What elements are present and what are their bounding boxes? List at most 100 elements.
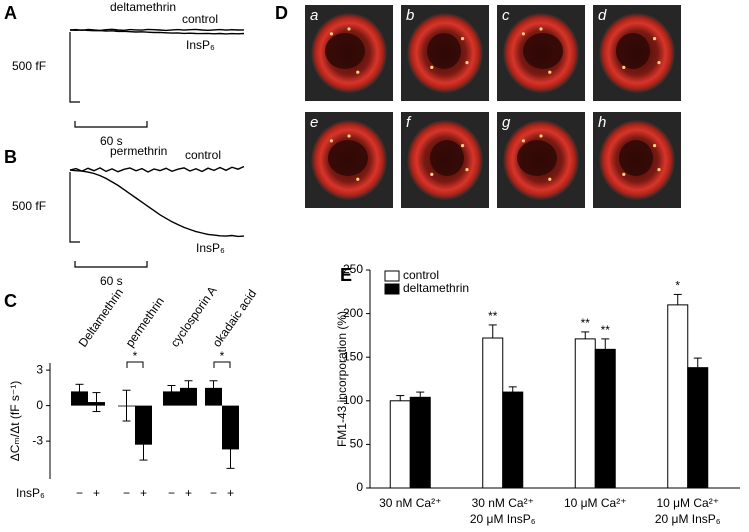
trace-label: InsP₆ xyxy=(186,38,215,52)
panel-label: D xyxy=(275,3,288,23)
bar xyxy=(574,338,596,489)
scale-bar-y xyxy=(69,172,80,243)
nucleus xyxy=(427,33,461,69)
x-tick-label: 30 nM Ca²⁺ xyxy=(379,496,441,510)
y-axis-label: FM1-43 incorporation (%) xyxy=(335,311,349,447)
granule xyxy=(548,177,552,181)
panel-label: A xyxy=(4,3,17,23)
bar xyxy=(118,405,135,407)
panel-label: B xyxy=(4,147,17,167)
y-axis-label: ΔCₘ/Δt (fF s⁻¹) xyxy=(8,381,22,462)
y-tick-label: 250 xyxy=(343,262,363,276)
granule xyxy=(465,168,469,172)
trace-label: control xyxy=(182,12,218,26)
trace-label: control xyxy=(185,148,221,162)
bar xyxy=(180,387,197,406)
sign-label: − xyxy=(168,486,175,500)
y-tick-label: 200 xyxy=(343,306,363,320)
significance-label: * xyxy=(133,349,138,363)
panel-label: E xyxy=(340,265,352,285)
bar xyxy=(502,391,524,489)
trace xyxy=(69,169,245,238)
granule xyxy=(347,27,351,31)
granule xyxy=(430,65,434,69)
bar xyxy=(594,348,616,489)
trace xyxy=(69,29,245,35)
scale-bar-label: 60 s xyxy=(100,274,123,288)
nucleus xyxy=(523,33,563,69)
image-label: h xyxy=(598,114,606,131)
sign-label: − xyxy=(76,486,83,500)
nucleus xyxy=(325,33,365,69)
x-tick-label: 20 μM InsP₆ xyxy=(655,512,721,526)
granule xyxy=(521,139,526,143)
category-label: okadaic acid xyxy=(210,287,260,350)
granule xyxy=(329,139,333,143)
granule xyxy=(653,37,657,41)
granule xyxy=(539,27,543,31)
bar xyxy=(389,400,411,489)
granule xyxy=(548,70,552,74)
granule xyxy=(653,144,657,148)
trace-title: deltamethrin xyxy=(110,0,176,14)
sign-label: − xyxy=(123,486,130,500)
significance-label: ** xyxy=(581,316,591,330)
granule xyxy=(622,172,626,176)
legend-label: deltamethrin xyxy=(403,281,469,295)
y-tick-label: 150 xyxy=(343,349,363,363)
y-tick-label: 0 xyxy=(356,480,363,494)
nucleus xyxy=(328,140,368,176)
granule xyxy=(347,134,351,138)
granule xyxy=(461,144,465,148)
granule xyxy=(356,177,360,181)
trace xyxy=(69,165,245,173)
bar xyxy=(482,337,504,489)
granule xyxy=(356,70,360,74)
y-tick-label: 0 xyxy=(36,398,43,412)
significance-bracket xyxy=(126,361,144,368)
significance-label: ** xyxy=(601,323,611,337)
x-tick-label: 10 μM Ca²⁺ xyxy=(656,496,719,510)
granule xyxy=(539,134,543,138)
image-label: f xyxy=(406,114,412,131)
row-label: InsP₆ xyxy=(16,486,45,500)
sign-label: + xyxy=(185,486,192,500)
scale-bar-label: 500 fF xyxy=(12,199,46,213)
y-tick-label: -3 xyxy=(32,433,43,447)
granule xyxy=(430,172,434,176)
scale-bar-x xyxy=(74,121,148,128)
image-label: d xyxy=(598,7,607,24)
bar xyxy=(687,367,709,489)
legend-swatch xyxy=(384,283,400,295)
y-tick-label: 100 xyxy=(343,393,363,407)
bar xyxy=(409,396,431,489)
image-label: e xyxy=(310,114,318,131)
scale-bar-label: 500 fF xyxy=(12,59,46,73)
bar xyxy=(88,402,105,406)
bar xyxy=(163,391,180,406)
granule xyxy=(329,32,333,36)
category-label: Deltamethrin xyxy=(76,286,126,350)
bar xyxy=(205,387,222,406)
image-label: a xyxy=(310,7,318,24)
x-tick-label: 30 nM Ca²⁺ xyxy=(472,496,534,510)
trace-title: permethrin xyxy=(110,144,167,158)
sign-label: + xyxy=(227,486,234,500)
sign-label: − xyxy=(210,486,217,500)
sign-label: + xyxy=(93,486,100,500)
y-tick-label: 3 xyxy=(36,362,43,376)
granule xyxy=(657,61,661,65)
bar xyxy=(71,391,88,406)
granule xyxy=(461,37,465,41)
significance-bracket xyxy=(213,361,231,368)
image-label: g xyxy=(502,114,511,131)
granule xyxy=(657,168,661,172)
image-label: c xyxy=(502,7,510,24)
bar xyxy=(667,304,689,489)
bar xyxy=(135,405,152,445)
nucleus xyxy=(517,140,557,176)
panel-label: C xyxy=(4,291,17,311)
significance-label: ** xyxy=(488,309,498,323)
image-label: b xyxy=(406,7,414,24)
